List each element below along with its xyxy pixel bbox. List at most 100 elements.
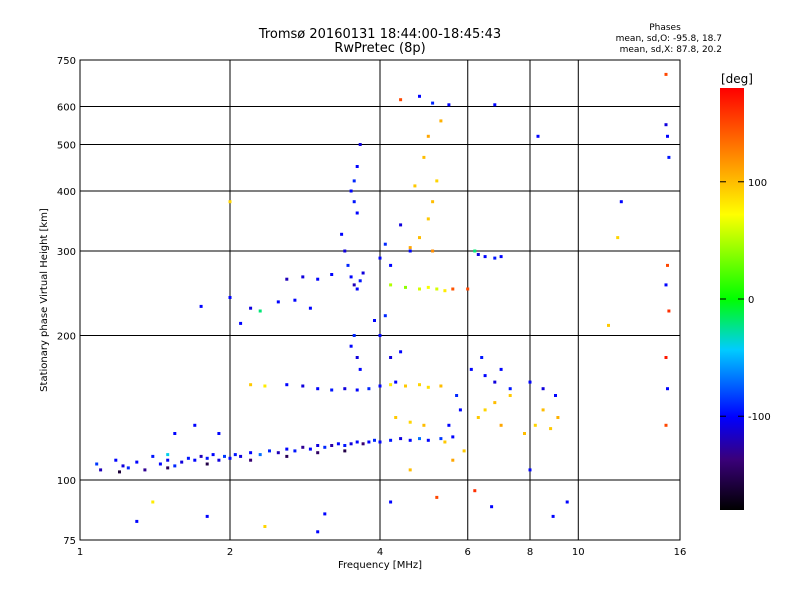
scatter-point (258, 453, 262, 457)
scatter-point (330, 388, 334, 392)
chart-titles: Tromsø 20160131 18:44:00-18:45:43 RwPret… (258, 27, 501, 56)
scatter-point (330, 273, 334, 276)
x-axis-label: Frequency [MHz] (338, 560, 422, 571)
x-tick-label: 1 (77, 547, 83, 558)
scatter-point (528, 380, 532, 384)
scatter-point (664, 283, 668, 287)
scatter-point (285, 447, 289, 451)
scatter-point (343, 449, 347, 453)
scatter-point (426, 134, 430, 138)
scatter-point (523, 432, 526, 435)
scatter-point (483, 255, 487, 259)
scatter-point (616, 236, 620, 240)
scatter-point (435, 179, 439, 183)
colorbar-tick-label: -100 (748, 412, 771, 423)
scatter-point (473, 249, 477, 253)
scatter-point (378, 334, 382, 337)
scatter-point (316, 387, 320, 391)
scatter-point (399, 223, 403, 227)
x-tick-label: 8 (527, 547, 533, 558)
scatter-point (541, 387, 545, 391)
scatter-point (383, 314, 387, 318)
grid-lines (80, 60, 680, 540)
scatter-point (378, 440, 382, 444)
scatter-point (483, 374, 487, 378)
scatter-point (483, 408, 487, 412)
scatter-point (355, 356, 359, 359)
scatter-point (346, 263, 350, 267)
scatter-point (466, 287, 470, 291)
scatter-point (490, 505, 494, 509)
scatter-point (268, 449, 271, 453)
scatter-point (422, 155, 426, 159)
scatter-point (263, 525, 267, 528)
y-tick-label: 100 (57, 476, 76, 487)
scatter-point (549, 427, 553, 431)
x-tick-label: 2 (227, 547, 233, 558)
scatter-point (166, 453, 170, 457)
y-tick-label: 300 (57, 247, 76, 258)
scatter-point (308, 447, 312, 451)
scatter-point (355, 211, 359, 215)
stats-heading: Phases (649, 23, 681, 33)
scatter-point (451, 287, 455, 291)
scatter-point (316, 277, 320, 281)
y-tick-label: 400 (57, 187, 76, 198)
chart-title: Tromsø 20160131 18:44:00-18:45:43 (258, 27, 501, 42)
scatter-point (276, 300, 280, 304)
scatter-point (666, 263, 669, 267)
scatter-point (528, 468, 532, 472)
scatter-point (399, 98, 403, 102)
scatter-point (404, 384, 407, 388)
scatter-point (352, 283, 356, 287)
data-points (95, 72, 671, 534)
scatter-point (301, 275, 305, 279)
scatter-point (343, 249, 347, 253)
scatter-point (493, 103, 497, 107)
scatter-point (349, 189, 353, 193)
scatter-point (664, 356, 668, 359)
scatter-point (499, 255, 503, 259)
scatter-point (508, 394, 512, 397)
scatter-point (455, 394, 459, 397)
scatter-point (99, 468, 103, 472)
scatter-point (361, 442, 365, 446)
tick-labels: 1 2 4 6 8 10 16 75 100 200 300 400 500 600 750 (57, 56, 686, 558)
scatter-point (439, 384, 443, 388)
scatter-point (607, 323, 610, 327)
scatter-point (619, 200, 623, 204)
scatter-point (193, 458, 197, 462)
scatter-point (217, 458, 221, 462)
scatter-point (95, 462, 99, 466)
scatter-point (418, 94, 421, 98)
scatter-point (422, 423, 426, 427)
colorbar-tick-label: 100 (748, 178, 767, 189)
scatter-point (394, 380, 398, 384)
scatter-point (151, 500, 155, 504)
y-tick-label: 500 (57, 141, 76, 152)
scatter-point (389, 438, 393, 442)
scatter-point (343, 444, 347, 447)
scatter-point (223, 454, 226, 458)
scatter-point (316, 530, 320, 534)
x-tick-label: 10 (572, 547, 585, 558)
scatter-point (135, 519, 139, 523)
scatter-point (301, 384, 305, 388)
scatter-point (493, 380, 497, 384)
scatter-point (158, 462, 162, 466)
scatter-point (664, 123, 668, 127)
scatter-point (378, 384, 382, 388)
y-tick-label: 75 (63, 536, 76, 547)
scatter-point (435, 495, 439, 499)
scatter-point (480, 356, 484, 359)
scatter-point (358, 279, 362, 283)
scatter-point (458, 408, 462, 412)
scatter-point (664, 72, 668, 76)
scatter-point (228, 296, 232, 299)
scatter-point (352, 179, 356, 183)
scatter-point (447, 103, 451, 107)
scatter-point (228, 200, 232, 204)
scatter-point (249, 383, 253, 387)
scatter-point (666, 134, 669, 138)
